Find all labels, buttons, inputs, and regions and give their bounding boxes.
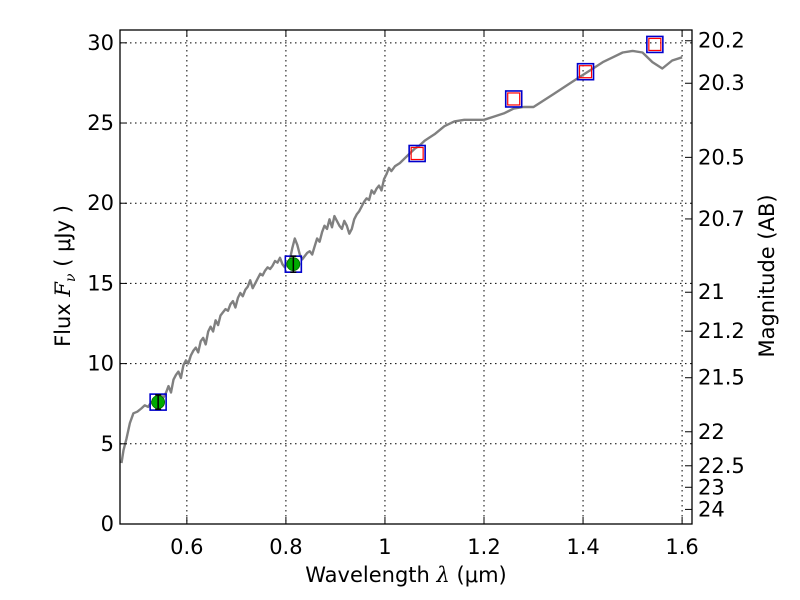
model-band-marker-3 bbox=[504, 90, 523, 108]
y-tick-label-0: 0 bbox=[101, 512, 114, 536]
plot-frame bbox=[119, 29, 693, 525]
y2-tick-label-6: 21.5 bbox=[698, 366, 745, 390]
x-tick-label-1: 0.8 bbox=[269, 535, 302, 559]
model-band-marker-0 bbox=[149, 393, 167, 411]
y2-tick-label-4: 21 bbox=[698, 280, 725, 304]
y2-tick-label-2: 20.5 bbox=[698, 145, 745, 169]
x-axis-title-text: Wavelength bbox=[305, 563, 430, 587]
x-axis-unit: (μm) bbox=[457, 563, 507, 587]
y-tick-label-2: 10 bbox=[87, 352, 114, 376]
y-tick-label-5: 25 bbox=[87, 111, 114, 135]
y2-tick-label-9: 23 bbox=[698, 475, 725, 499]
y2-tick-label-5: 21.2 bbox=[698, 319, 745, 343]
y-axis-symbol: F bbox=[51, 281, 75, 298]
tick-marks bbox=[120, 30, 692, 525]
x-axis-title: Wavelength λ (μm) bbox=[305, 563, 506, 587]
y2-tick-label-8: 22.5 bbox=[698, 454, 745, 478]
y-tick-label-6: 30 bbox=[87, 31, 114, 55]
y-axis-subscript: ν bbox=[63, 273, 79, 282]
y2-tick-label-1: 20.3 bbox=[698, 71, 745, 95]
spectrum-line bbox=[120, 49, 683, 464]
plot-area bbox=[120, 30, 692, 524]
y-axis-title: Flux Fν ( μJy ) bbox=[51, 205, 79, 347]
y-tick-label-1: 5 bbox=[101, 432, 114, 456]
y2-tick-label-3: 20.7 bbox=[698, 207, 745, 231]
x-tick-label-5: 1.6 bbox=[665, 535, 698, 559]
upper-limit-marker-0 bbox=[410, 146, 424, 161]
y-axis-title-text: Flux bbox=[51, 303, 75, 347]
y2-tick-label-7: 22 bbox=[698, 420, 725, 444]
y2-tick-label-10: 24 bbox=[698, 497, 725, 521]
y-tick-label-3: 15 bbox=[87, 271, 114, 295]
upper-limit-marker-2 bbox=[578, 65, 593, 79]
x-tick-label-0: 0.6 bbox=[170, 535, 203, 559]
model-band-marker-5 bbox=[646, 35, 664, 54]
x-tick-label-4: 1.4 bbox=[566, 535, 599, 559]
model-band-marker-2 bbox=[408, 144, 426, 163]
y2-axis-title: Magnitude (AB) bbox=[755, 194, 779, 357]
x-tick-label-2: 1 bbox=[378, 535, 391, 559]
upper-limit-marker-1 bbox=[507, 92, 521, 106]
y2-tick-label-0: 20.2 bbox=[698, 29, 745, 53]
model-band-marker-4 bbox=[576, 62, 595, 81]
upper-limit-marker-3 bbox=[648, 37, 662, 52]
x-axis-symbol: λ bbox=[436, 563, 450, 587]
tick-labels: 0.6 0.8 1 1.2 1.4 1.6 0 5 10 15 20 25 30 20.2 20.3 20.5… bbox=[87, 29, 745, 559]
y-axis-unit: ( μJy ) bbox=[51, 205, 75, 267]
y-tick-label-4: 20 bbox=[87, 191, 114, 215]
x-tick-label-3: 1.2 bbox=[467, 535, 500, 559]
series-layer bbox=[120, 35, 683, 464]
